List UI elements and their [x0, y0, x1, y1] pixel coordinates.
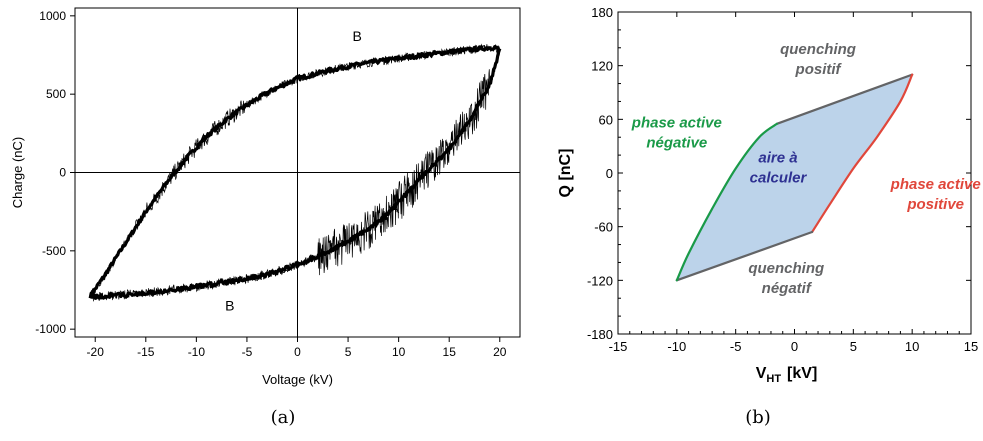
panel-b-y-tick-label: -120: [587, 273, 613, 288]
panel-a-x-tick-label: 0: [294, 345, 301, 359]
panel-a-branch-label: A: [390, 200, 400, 216]
panel-b-annotation-line: positif: [795, 61, 843, 78]
panel-a-annotations: A B A B: [199, 28, 400, 313]
panel-b-x-axis-subscript: HT: [766, 373, 781, 385]
panel-a-y-tick-label: -1000: [35, 322, 66, 336]
panel-b-annotation-line: négative: [646, 134, 707, 151]
panel-b-annotation-line: quenching: [780, 41, 856, 58]
panel-a-x-tick-label: -10: [188, 345, 206, 359]
panel-b-annotation-line: aire à: [758, 149, 797, 166]
panel-b-y-tick-label: 0: [606, 166, 613, 181]
panel-b-ticks: -15 -10 -5 0 5 10 15 -180 -120 -60 0 60 120 180: [587, 5, 978, 354]
panel-a-x-tick-label: 10: [392, 345, 406, 359]
panel-a-x-tick-label: 5: [345, 345, 352, 359]
panel-b-annotation-line: positive: [906, 196, 964, 213]
panel-b-x-tick-label: -15: [609, 339, 628, 354]
panel-a-charge-voltage-loop: [88, 43, 502, 302]
panel-b-y-tick-label: -60: [594, 220, 613, 235]
panel-b-segment-2: [811, 73, 914, 234]
panel-a-y-tick-label: -500: [42, 244, 66, 258]
panel-b-y-tick-label: 120: [591, 59, 613, 74]
panel-a-lower-branch-noise: [89, 50, 501, 302]
panel-b-annotation-line: phase active: [631, 114, 722, 131]
panel-b-y-tick-label: -180: [587, 327, 613, 342]
panel-b-x-tick-label: 15: [964, 339, 978, 354]
panel-b-annotations: quenching positif phase active négative aire…: [631, 41, 981, 297]
panel-b-x-tick-label: -5: [730, 339, 742, 354]
panel-a-x-tick-label: -5: [242, 345, 253, 359]
panel-b-x-axis-label: VHT [kV]: [756, 365, 818, 385]
panel-a-upper-branch-noise: [89, 43, 501, 298]
panel-b-annotation-2: phase active négative: [631, 114, 722, 151]
panel-b-y-tick-label: 60: [599, 112, 613, 127]
panel-a-branch-label: B: [225, 297, 234, 313]
panel-b-y-axis-label: Q [nC]: [557, 149, 574, 198]
panel-a-lower-branch: [89, 48, 502, 300]
panel-b-annotation-5: quenching négatif: [748, 260, 824, 297]
panel-b-x-tick-label: 5: [850, 339, 857, 354]
panel-b-segment-4: [675, 122, 778, 282]
panel-b-annotation-line: phase active: [890, 176, 981, 193]
panel-b-x-tick-label: -10: [667, 339, 686, 354]
panel-a-branch-label: B: [352, 28, 361, 44]
panel-a-y-tick-label: 500: [46, 87, 66, 101]
panel-b-x-axis-symbol: V: [756, 365, 767, 382]
panel-b-x-tick-label: 0: [791, 339, 798, 354]
panel-a-branch-label: A: [199, 131, 209, 147]
panel-a-y-tick-label: 1000: [39, 9, 66, 23]
caption-a: (a): [271, 407, 296, 428]
panel-b-annotation-line: négatif: [762, 280, 813, 297]
panel-a-zero-lines: [75, 8, 520, 337]
panel-a-ticks: -20 -15 -10 -5 0 5 10 15 20 -1000 -500 0 500 1000: [35, 9, 506, 359]
panel-a-y-axis-label: Charge (nC): [10, 137, 25, 209]
panel-b-annotation-line: quenching: [748, 260, 824, 277]
panel-a-x-axis-label: Voltage (kV): [262, 372, 333, 387]
panel-b-x-axis-unit: [kV]: [787, 365, 817, 382]
panel-a-x-tick-label: 20: [493, 345, 507, 359]
panel-a-y-tick-label: 0: [59, 166, 66, 180]
caption-b: (b): [745, 407, 771, 428]
panel-b-segment-1: [775, 73, 914, 125]
panel-b-annotation-4: phase active positive: [890, 176, 981, 213]
panel-b-annotation-line: calculer: [750, 169, 808, 186]
panel-b-segment-3: [675, 230, 814, 282]
panel-b-area-fill: [676, 74, 913, 281]
panel-b-cycle-diagram: -15 -10 -5 0 5 10 15 -180 -120 -60 0 60 120 180 quenc…: [557, 5, 981, 385]
panel-b-y-tick-label: 180: [591, 5, 613, 20]
panel-b-annotation-1: quenching positif: [780, 41, 856, 78]
panel-a-x-tick-label: 15: [443, 345, 457, 359]
panel-a-x-tick-label: -20: [87, 345, 105, 359]
panel-b-annotation-3: aire à calculer: [750, 149, 808, 186]
panel-b-x-tick-label: 10: [905, 339, 919, 354]
panel-a-x-tick-label: -15: [137, 345, 155, 359]
panel-b-segments: [675, 73, 914, 282]
